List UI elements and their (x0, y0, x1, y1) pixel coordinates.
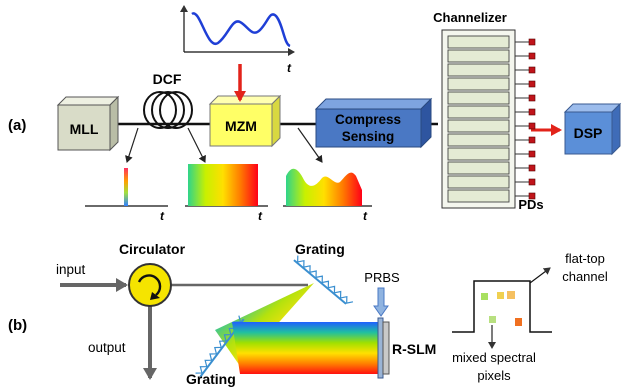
spectral-pixel (507, 291, 515, 299)
circulator-icon (128, 263, 172, 307)
modulated-pulse-inset: t (283, 168, 372, 223)
pd-marker (528, 38, 536, 46)
rf-signal-plot: t (180, 5, 295, 75)
spectral-pixel (489, 316, 496, 323)
rslm-device (377, 317, 390, 379)
panel-a-tag: (a) (8, 117, 26, 134)
channel-row (447, 119, 510, 133)
spectral-pixel (497, 292, 504, 299)
rf-axis-t: t (287, 61, 292, 75)
pd-marker (528, 80, 536, 88)
dsp-label: DSP (574, 125, 603, 141)
circulator-label: Circulator (119, 241, 186, 257)
fiber-coil-icon (143, 91, 193, 129)
channel-row (447, 77, 510, 91)
collimated-beam (232, 322, 378, 374)
mzm-block: MZM (208, 94, 282, 148)
input-label: input (56, 262, 86, 277)
mzm-label: MZM (225, 118, 257, 134)
mixed-pixels-label-line2: pixels (477, 368, 511, 383)
chirped-pulse-inset: t (185, 164, 268, 223)
channelizer-label: Channelizer (433, 10, 507, 25)
channel-row (447, 133, 510, 147)
chirped-axis-t: t (258, 209, 263, 223)
pd-marker (528, 136, 536, 144)
dcf-label: DCF (153, 71, 182, 87)
grating-top-label: Grating (295, 241, 345, 257)
pd-marker (528, 108, 536, 116)
channel-row (447, 63, 510, 77)
cs-label-line2: Sensing (342, 129, 395, 144)
spectral-pixel (481, 293, 488, 300)
pulse-inset: t (85, 168, 168, 223)
compress-sensing-block: Compress Sensing (314, 97, 433, 149)
pd-marker (528, 52, 536, 60)
pds-label: PDs (518, 197, 543, 212)
pointer-arrow-mll (125, 127, 139, 163)
pd-marker (528, 66, 536, 74)
channel-row (447, 105, 510, 119)
pulse-axis-t: t (160, 209, 165, 223)
output-label: output (88, 340, 126, 355)
channel-row (447, 35, 510, 49)
flat-top-inset (452, 267, 552, 349)
grating-bottom-label: Grating (186, 371, 236, 387)
channel-row (447, 189, 510, 203)
pointer-arrow-dcf (187, 127, 206, 163)
pd-marker (528, 94, 536, 102)
pd-marker (528, 150, 536, 158)
channel-row (447, 161, 510, 175)
mll-block: MLL (56, 95, 120, 152)
rslm-label: R-SLM (392, 341, 436, 357)
channel-row (447, 147, 510, 161)
spectral-pixel (515, 318, 522, 326)
pointer-arrow-mzm (297, 127, 323, 163)
channelizer-block (441, 29, 536, 209)
grating-top (293, 255, 354, 305)
channel-row (447, 49, 510, 63)
mll-label: MLL (70, 121, 99, 137)
prbs-arrow (373, 287, 389, 317)
channel-row (447, 175, 510, 189)
cs-label-line1: Compress (335, 112, 401, 127)
pd-marker (528, 192, 536, 200)
rf-waveform (191, 12, 291, 48)
flat-top-outline (452, 280, 552, 333)
pd-marker (528, 178, 536, 186)
pd-marker (528, 122, 536, 130)
mixed-pixels-label-line1: mixed spectral (452, 350, 536, 365)
dsp-block: DSP (563, 102, 622, 156)
flat-top-label-line1: flat-top (565, 251, 605, 266)
panel-b-tag: (b) (8, 317, 27, 334)
flat-top-pointer (529, 267, 551, 284)
pd-marker (528, 164, 536, 172)
prbs-label: PRBS (364, 270, 400, 285)
flat-top-label-line2: channel (562, 269, 608, 284)
modulated-axis-t: t (363, 209, 368, 223)
channel-row (447, 91, 510, 105)
